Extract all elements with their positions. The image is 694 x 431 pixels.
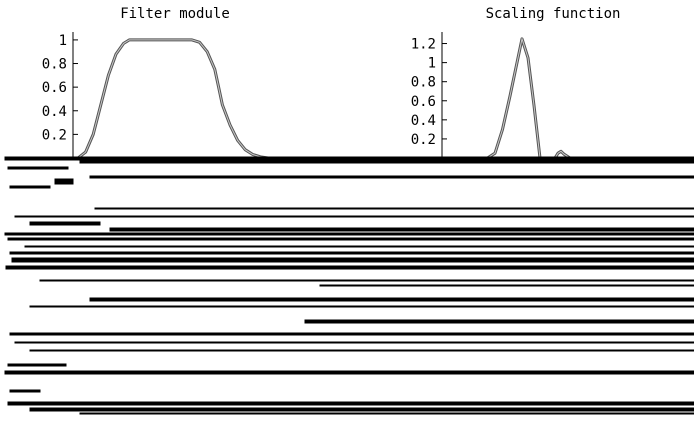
artifact-streak [29,349,694,352]
y-tick-label: 0.6 [411,94,436,110]
artifact-streak [9,332,694,336]
scaling-function-chart: Scaling function 0.2 0.4 0.6 0.8 1 1.2 [411,6,621,160]
y-tick-label: 1.2 [411,37,436,53]
artifact-streak [109,227,694,232]
y-tick-label: 0.6 [42,80,67,96]
artifact-streak [7,401,694,406]
series-line-stroke [77,38,269,160]
artifact-streak [89,175,694,179]
artifact-streak [14,215,694,218]
series-line-highlight [77,39,269,159]
y-ticks: 0.2 0.4 0.6 0.8 1 1.2 [411,37,447,148]
y-tick-label: 0.8 [42,57,67,73]
chart-title: Filter module [120,6,230,22]
series-line [77,38,269,160]
artifact-streak [9,185,51,189]
artifact-streak [7,237,694,241]
y-tick-label: 0.2 [42,127,67,143]
artifact-streak [7,166,69,170]
y-tick-label: 0.2 [411,132,436,148]
y-tick-label: 0.8 [411,75,436,91]
artifact-streak [79,412,694,415]
artifact-streak [9,251,694,255]
artifact-streak [24,245,694,248]
filter-module-chart: Filter module 0.2 0.4 0.6 0.8 1 [42,6,269,160]
artifact-streak [4,370,694,375]
artifact-streak [79,160,694,164]
series-line-highlight [450,36,600,159]
chart-title: Scaling function [486,6,621,22]
artifact-streak [29,407,694,412]
artifact-streak [29,305,694,308]
artifact-streak [54,178,74,185]
render-artifact-streaks [4,156,694,415]
artifact-streak [14,341,694,344]
artifact-streak [5,265,694,270]
artifact-streak [9,389,41,393]
artifact-streak [319,284,694,287]
y-tick-label: 1 [59,33,67,49]
y-tick-label: 0.4 [42,104,67,120]
series-line-stroke [450,37,600,160]
artifact-streak [94,207,694,210]
artifact-streak [29,221,101,226]
artifact-streak [39,279,694,282]
artifact-streak [4,156,694,161]
artifact-streak [89,297,694,302]
artifact-streak [4,232,694,236]
artifact-streak [7,363,67,367]
y-ticks: 0.2 0.4 0.6 0.8 1 [42,33,78,143]
artifact-streak [11,257,694,263]
y-tick-label: 0.4 [411,113,436,129]
y-tick-label: 1 [428,56,436,72]
series-line [450,36,600,160]
artifact-streak [304,319,694,324]
